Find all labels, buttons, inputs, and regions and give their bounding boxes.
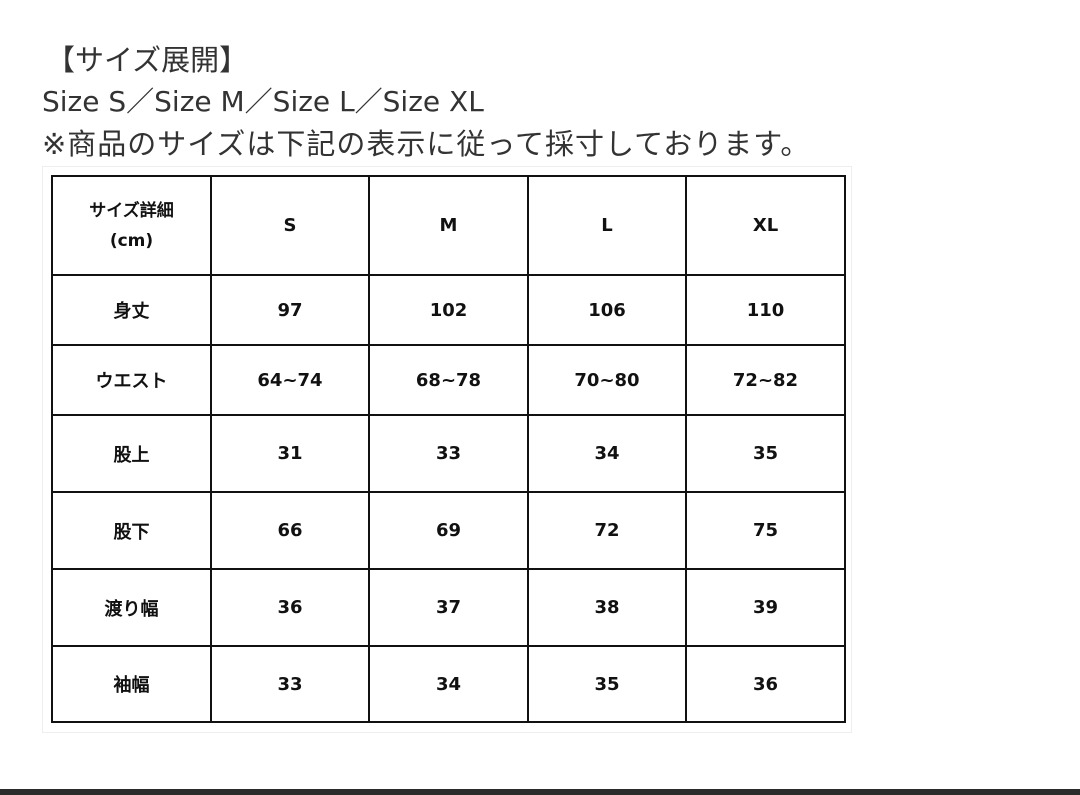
header-cell: M: [368, 175, 529, 276]
table-cell: 34: [368, 645, 529, 723]
row-label: 股下: [51, 491, 212, 570]
row-label: ウエスト: [51, 344, 212, 416]
table-cell: 34: [527, 414, 687, 493]
bottom-divider: [0, 789, 1080, 795]
table-cell: 33: [210, 645, 370, 723]
section-heading: 【サイズ展開】: [46, 43, 249, 77]
header-cell: L: [527, 175, 687, 276]
table-frame: [42, 166, 852, 733]
table-cell: 39: [685, 568, 846, 647]
table-cell: 97: [210, 274, 370, 346]
header-cell: XL: [685, 175, 846, 276]
header-cell: S: [210, 175, 370, 276]
table-cell: 36: [685, 645, 846, 723]
table-row: 股下 66 69 72 75: [51, 491, 846, 570]
table-cell: 64~74: [210, 344, 370, 416]
header-cell: サイズ詳細 (cm): [51, 175, 212, 276]
table-cell: 102: [368, 274, 529, 346]
measurement-note: ※商品のサイズは下記の表示に従って採寸しております。: [42, 127, 811, 161]
sizes-line: Size S／Size M／Size L／Size XL: [42, 85, 484, 118]
table-cell: 72: [527, 491, 687, 570]
table-cell: 69: [368, 491, 529, 570]
table-row: ウエスト 64~74 68~78 70~80 72~82: [51, 344, 846, 416]
table-cell: 68~78: [368, 344, 529, 416]
table-cell: 70~80: [527, 344, 687, 416]
table-cell: 72~82: [685, 344, 846, 416]
row-label: 袖幅: [51, 645, 212, 723]
table-cell: 35: [685, 414, 846, 493]
row-label: 股上: [51, 414, 212, 493]
table-cell: 37: [368, 568, 529, 647]
table-cell: 35: [527, 645, 687, 723]
table-cell: 31: [210, 414, 370, 493]
table-cell: 75: [685, 491, 846, 570]
table-row: 身丈 97 102 106 110: [51, 274, 846, 346]
table-row: 袖幅 33 34 35 36: [51, 645, 846, 723]
table-cell: 110: [685, 274, 846, 346]
table-header-row: サイズ詳細 (cm) S M L XL: [51, 175, 846, 276]
table-cell: 66: [210, 491, 370, 570]
table-row: 股上 31 33 34 35: [51, 414, 846, 493]
table-cell: 36: [210, 568, 370, 647]
row-label: 身丈: [51, 274, 212, 346]
row-label: 渡り幅: [51, 568, 212, 647]
size-table: サイズ詳細 (cm) S M L XL 身丈 97 102 106 110 ウエスト 64~74 68~…: [51, 175, 846, 723]
table-cell: 106: [527, 274, 687, 346]
table-cell: 38: [527, 568, 687, 647]
table-row: 渡り幅 36 37 38 39: [51, 568, 846, 647]
table-cell: 33: [368, 414, 529, 493]
